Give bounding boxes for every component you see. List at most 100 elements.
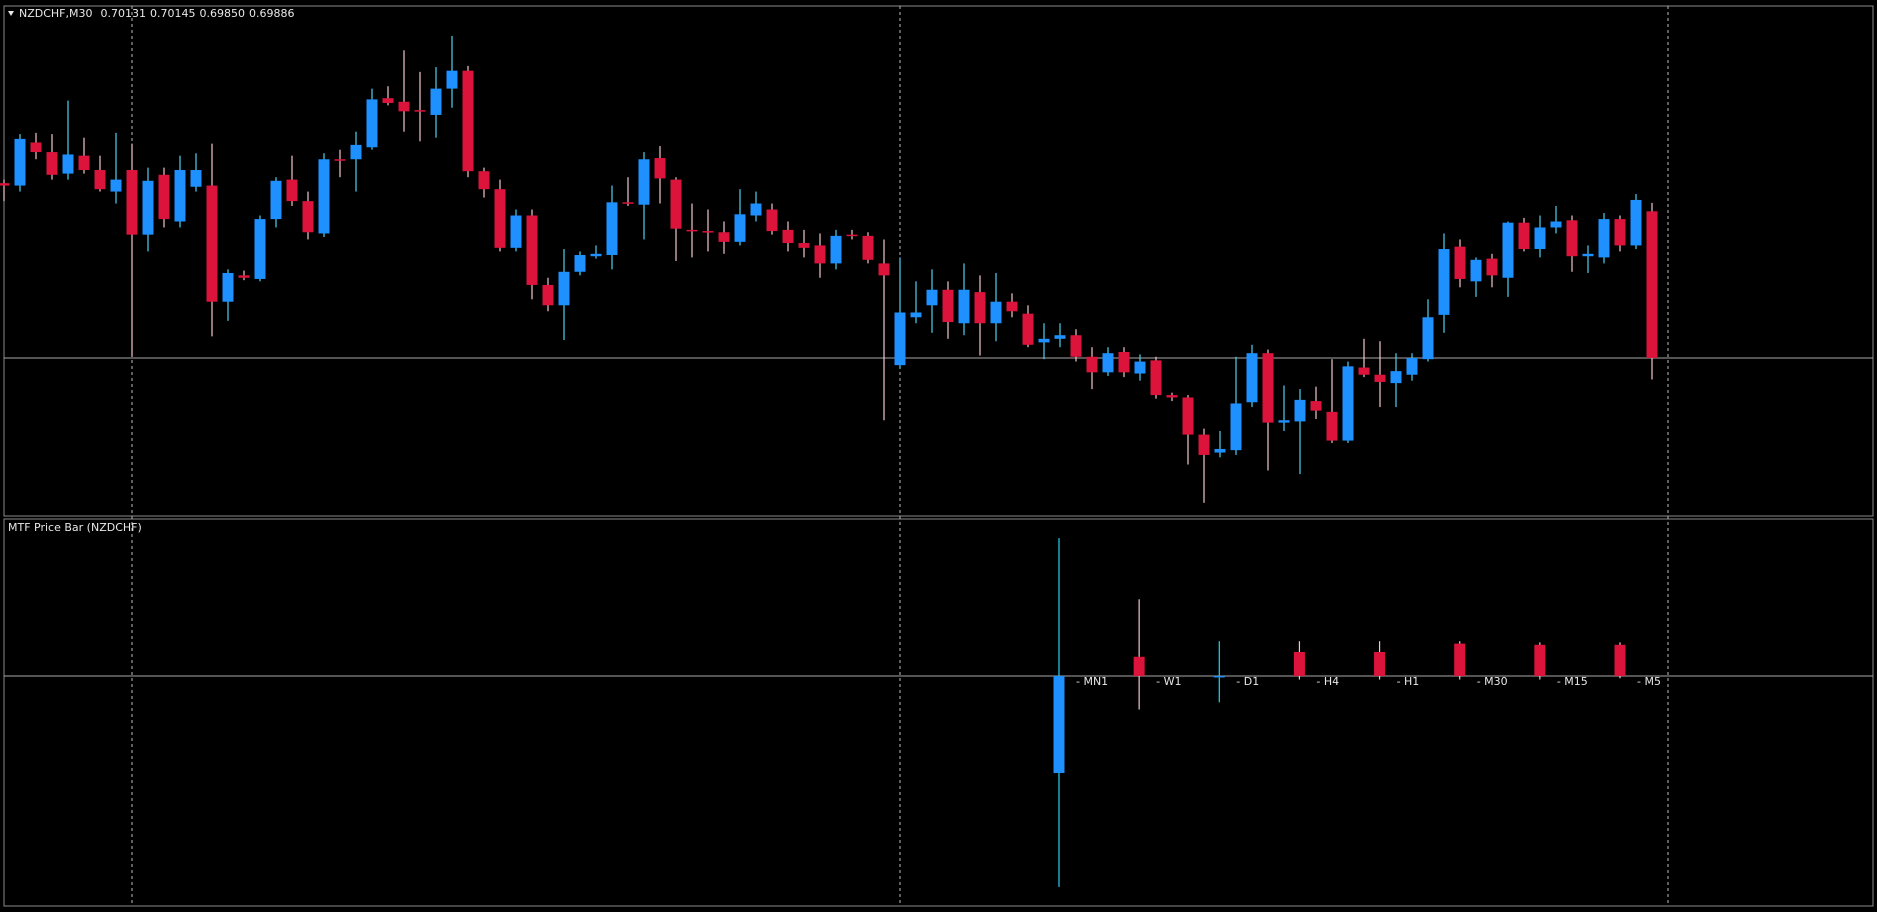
candle-body — [1630, 199, 1642, 246]
candle-body — [190, 170, 202, 187]
candle-body — [558, 271, 570, 306]
timeframe-label: - W1 — [1156, 675, 1181, 688]
candle-body — [1390, 371, 1402, 384]
candle-body — [1422, 317, 1434, 360]
candle-body — [1294, 399, 1306, 422]
candle-body — [702, 231, 714, 233]
candle-body — [1646, 211, 1658, 358]
candle-body — [1614, 644, 1626, 676]
candle-body — [1246, 353, 1258, 403]
candle-body — [654, 158, 666, 179]
candle-body — [1374, 651, 1386, 676]
candle-body — [1326, 411, 1338, 441]
candle-body — [462, 70, 474, 172]
candle-body — [1293, 651, 1305, 676]
ohlc-low: 0.69850 — [200, 7, 246, 20]
candle-body — [1133, 656, 1145, 676]
candle-body — [1213, 675, 1225, 678]
candle-body — [1182, 397, 1194, 435]
candle-body — [606, 202, 618, 256]
collapse-icon[interactable] — [8, 11, 14, 16]
candle-body — [94, 170, 106, 190]
candle-body — [1454, 246, 1466, 279]
candle-body — [1310, 401, 1322, 411]
candle-body — [0, 183, 10, 186]
candle-body — [894, 312, 906, 366]
candle-body — [382, 98, 394, 103]
candle-body — [46, 152, 58, 175]
candle-body — [1374, 374, 1386, 382]
candle-body — [1022, 313, 1034, 345]
candle-body — [1262, 353, 1274, 423]
candle-body — [734, 214, 746, 242]
candle-body — [574, 255, 586, 272]
candle-body — [638, 159, 650, 205]
candle-body — [910, 312, 922, 318]
candle-body — [14, 138, 26, 186]
candle-body — [430, 88, 442, 115]
candle-body — [510, 215, 522, 248]
timeframe-label: - M15 — [1557, 675, 1588, 688]
candle-body — [622, 202, 634, 204]
candle-body — [1214, 448, 1226, 453]
symbol: NZDCHF,M30 — [19, 7, 93, 20]
candle-body — [206, 185, 218, 302]
candle-body — [222, 272, 234, 302]
candle-body — [782, 229, 794, 244]
candle-body — [958, 289, 970, 324]
candle-body — [830, 235, 842, 264]
candle-body — [1102, 353, 1114, 373]
candle-body — [1086, 356, 1098, 373]
indicator-title: MTF Price Bar (NZDCHF) — [8, 521, 142, 534]
candle-body — [1358, 367, 1370, 375]
candle-body — [1038, 338, 1050, 343]
candle-body — [478, 171, 490, 190]
candle-body — [270, 180, 282, 220]
candle-body — [1166, 395, 1178, 398]
candle-body — [1150, 360, 1162, 396]
candle-body — [366, 99, 378, 148]
timeframe-label: - M5 — [1637, 675, 1661, 688]
candle-body — [1502, 222, 1514, 278]
candle-body — [1278, 420, 1290, 423]
timeframe-label: - MN1 — [1076, 675, 1108, 688]
candle-body — [798, 243, 810, 248]
candle-body — [1598, 219, 1610, 258]
candle-body — [302, 201, 314, 233]
candle-body — [670, 179, 682, 229]
candle-body — [158, 174, 170, 220]
candle-body — [942, 289, 954, 323]
candle-body — [30, 142, 42, 153]
candle-body — [974, 292, 986, 324]
candle-body — [1550, 221, 1562, 228]
candle-body — [926, 289, 938, 306]
candle-body — [414, 110, 426, 112]
candle-body — [1470, 259, 1482, 282]
candle-body — [878, 263, 890, 276]
candle-body — [1342, 366, 1354, 441]
candle-body — [1438, 249, 1450, 315]
candle-body — [750, 203, 762, 216]
candle-body — [142, 180, 154, 235]
candle-body — [686, 229, 698, 232]
timeframe-label: - H1 — [1397, 675, 1420, 688]
candle-body — [1518, 222, 1530, 250]
candle-body — [814, 245, 826, 264]
symbol-header: NZDCHF,M30 0.70131 0.70145 0.69850 0.69886 — [19, 7, 295, 20]
candle-body — [1566, 220, 1578, 257]
candle-body — [238, 275, 250, 278]
ohlc-close: 0.69886 — [249, 7, 295, 20]
candle-body — [1118, 351, 1130, 373]
candle-body — [766, 209, 778, 232]
timeframe-label: - H4 — [1316, 675, 1339, 688]
timeframe-label: - M30 — [1477, 675, 1508, 688]
indicator-panel-frame — [3, 518, 1874, 907]
candle-body — [62, 154, 74, 174]
candle-body — [1486, 258, 1498, 276]
candle-body — [846, 234, 858, 237]
timeframe-label: - D1 — [1236, 675, 1259, 688]
candle-body — [1614, 219, 1626, 246]
candle-body — [990, 301, 1002, 324]
